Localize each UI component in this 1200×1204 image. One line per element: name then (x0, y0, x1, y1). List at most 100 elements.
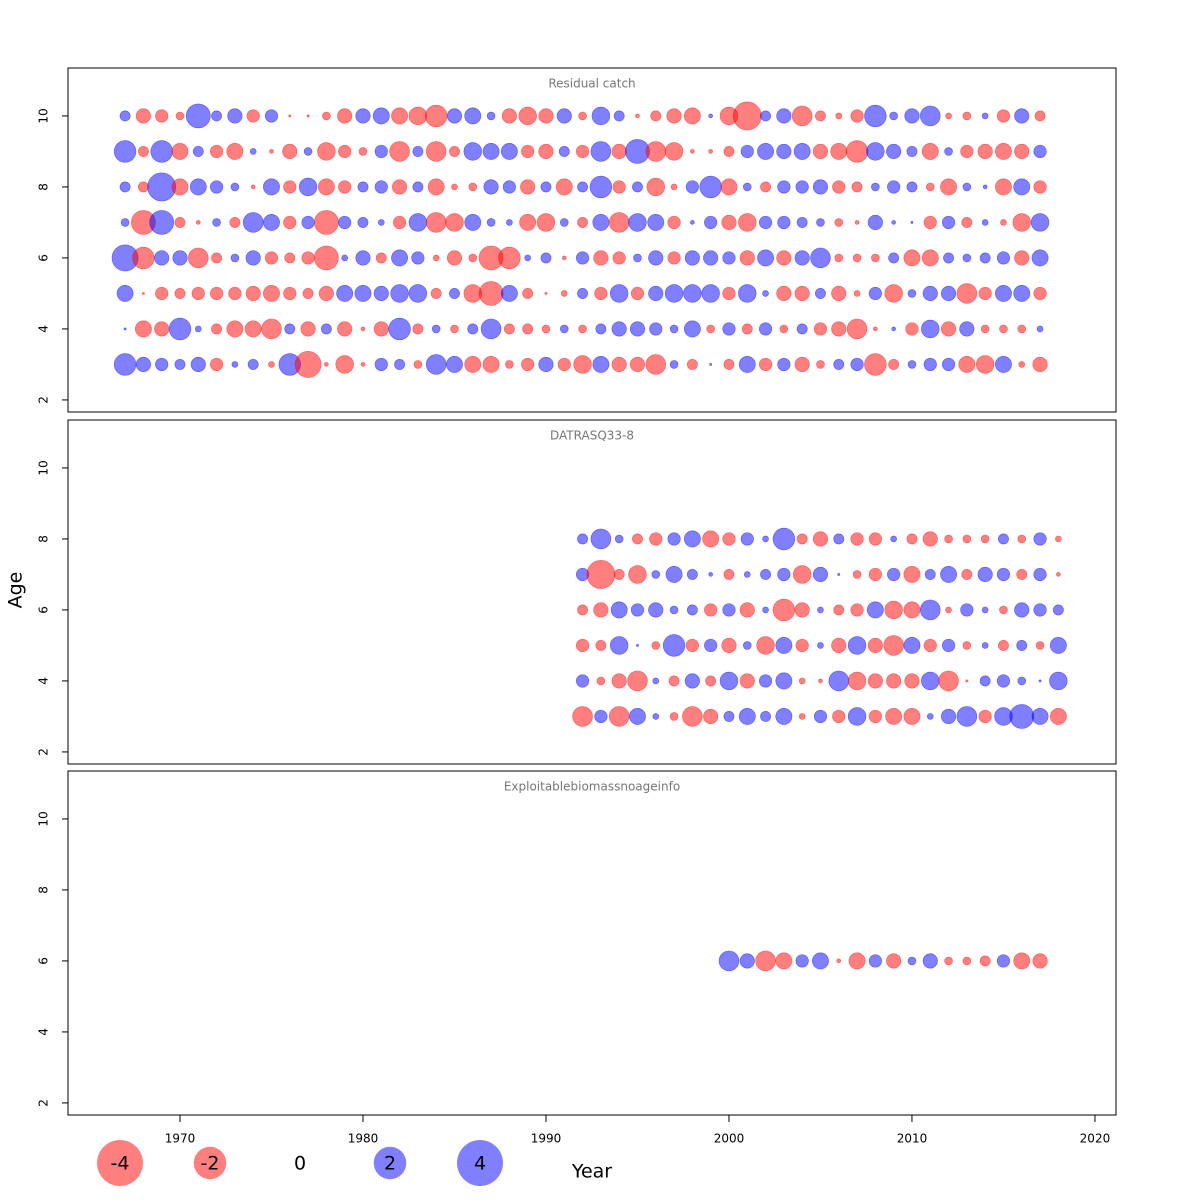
legend-label: -2 (201, 1153, 220, 1175)
bubble (961, 216, 973, 228)
bubble (306, 114, 310, 118)
bubble (738, 284, 757, 303)
bubble (500, 284, 518, 302)
bubble (611, 321, 627, 337)
bubble (1049, 707, 1067, 725)
bubble (978, 286, 992, 301)
bubble (413, 360, 423, 369)
bubble (703, 250, 719, 266)
y-tick-label: 8 (37, 183, 51, 191)
bubble (667, 215, 681, 230)
bubble (194, 325, 202, 333)
bubble (962, 253, 972, 263)
bubble (119, 181, 131, 193)
bubble (651, 570, 661, 579)
bubble (792, 565, 812, 584)
bubble (425, 141, 447, 162)
bubble (684, 673, 700, 689)
bubble (704, 215, 718, 230)
bubble (246, 109, 260, 123)
bubble (960, 603, 974, 617)
bubble (977, 143, 993, 159)
bubble (906, 145, 918, 157)
bubble (592, 213, 610, 231)
bubble (757, 249, 775, 267)
bubble (611, 143, 627, 159)
bubble (284, 323, 296, 335)
bubble (775, 952, 793, 970)
bubble (155, 109, 169, 123)
bubble (322, 111, 331, 121)
bubble (709, 362, 713, 366)
bubble (755, 950, 776, 972)
bubble (500, 142, 518, 160)
bubble (556, 108, 572, 124)
bubble (846, 318, 868, 340)
bubble (372, 107, 390, 125)
bubble (355, 108, 371, 124)
bubble (904, 108, 920, 124)
bubble (995, 355, 1012, 373)
bubble (866, 601, 884, 619)
x-tick-label: 2010 (897, 1132, 928, 1146)
bubble (590, 528, 612, 550)
bubble (847, 636, 867, 655)
bubble (302, 287, 314, 299)
x-tick-label: 2020 (1080, 1132, 1111, 1146)
bubble (301, 251, 315, 265)
bubble (944, 534, 953, 544)
bubble (648, 250, 664, 266)
bubble (338, 215, 352, 230)
bubble (577, 604, 589, 616)
bubble (943, 252, 955, 264)
bubble (608, 706, 630, 727)
bubble (575, 638, 590, 653)
bubble (982, 184, 988, 190)
bubble (559, 218, 569, 227)
legend-bubble (457, 1140, 503, 1186)
bubble (314, 245, 339, 271)
bubble (868, 954, 882, 968)
bubble (762, 535, 769, 543)
bubble (629, 356, 646, 373)
bubble (575, 251, 590, 265)
bubble (777, 180, 791, 194)
bubble (228, 286, 242, 301)
bubble (921, 319, 940, 339)
bubble (1038, 679, 1042, 683)
bubble (885, 707, 903, 725)
bubble (864, 104, 887, 128)
bubble (577, 533, 589, 545)
bubble (979, 955, 991, 967)
bubble (740, 532, 754, 546)
bubble (669, 324, 679, 334)
bubble (798, 677, 806, 685)
bubble (1012, 213, 1031, 232)
bubble (701, 284, 720, 303)
bubble (540, 181, 552, 193)
bubble (903, 601, 921, 619)
bubble (922, 531, 938, 547)
bubble (324, 362, 329, 367)
bubble (648, 285, 664, 302)
bubble (904, 673, 920, 689)
bubble (868, 567, 882, 582)
bubble (777, 567, 791, 582)
bubble (141, 291, 145, 295)
bubble (669, 360, 679, 369)
bubble (871, 253, 880, 263)
bubble (430, 287, 442, 299)
bubble (847, 671, 867, 691)
bubble (962, 534, 972, 544)
bubble (818, 678, 823, 684)
y-tick-label: 4 (37, 677, 51, 685)
y-tick-label: 2 (37, 1099, 51, 1107)
bubble (996, 954, 1011, 968)
bubble (722, 251, 736, 265)
bubble (632, 533, 643, 545)
bubble (468, 253, 478, 263)
bubble (645, 354, 667, 375)
bubble (888, 358, 900, 370)
bubble (282, 143, 298, 159)
bubble (835, 112, 843, 120)
